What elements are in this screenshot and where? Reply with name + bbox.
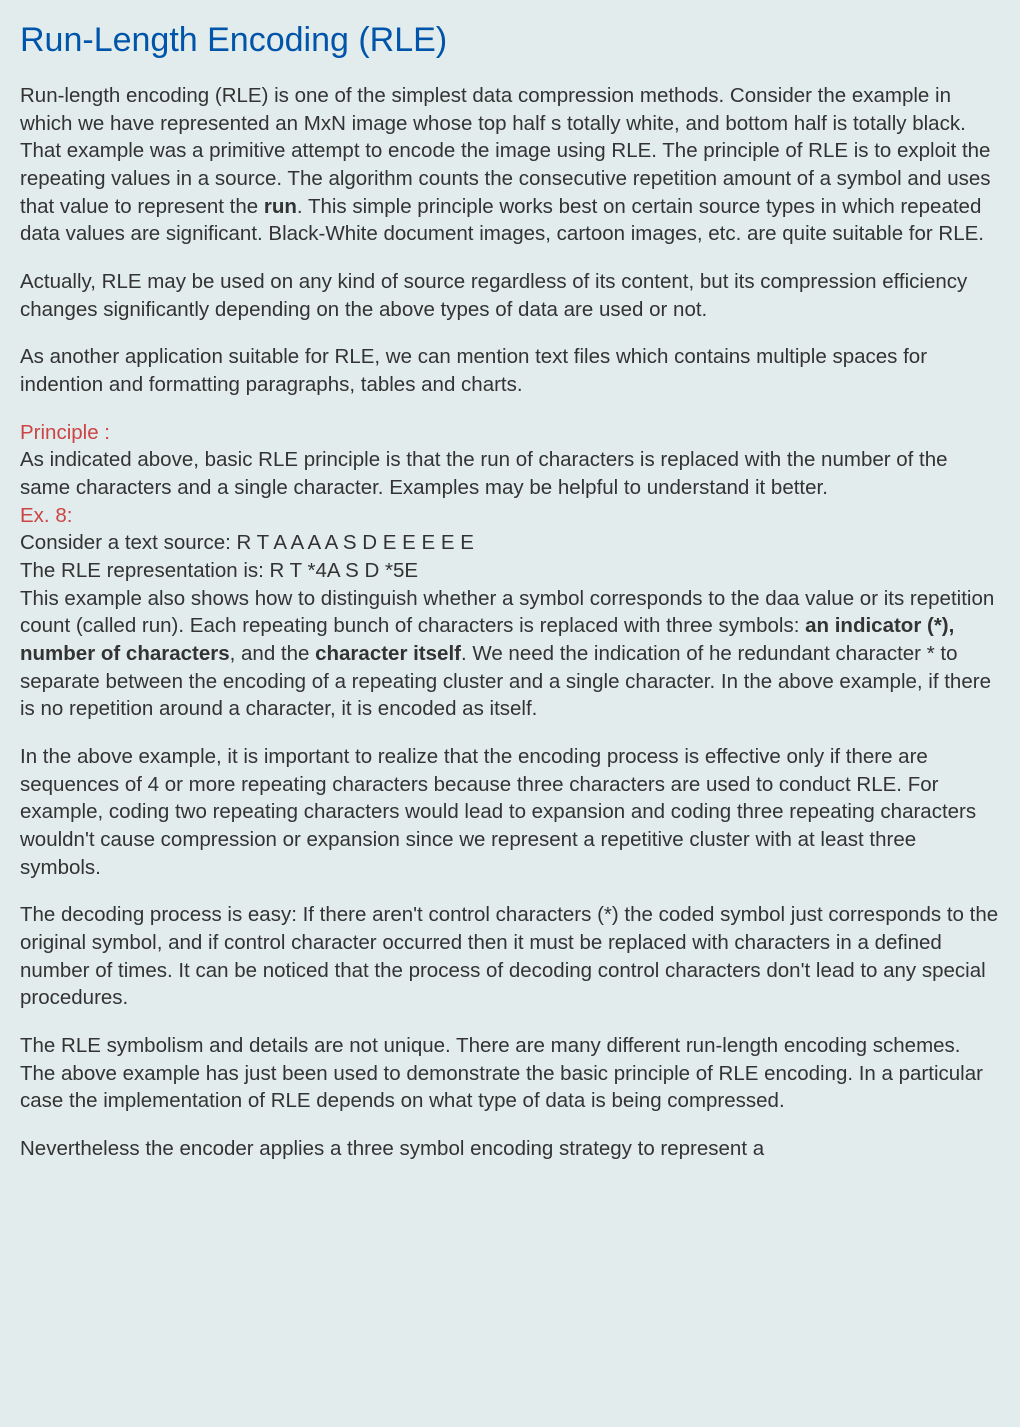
text: , and the [230,642,315,665]
bold-char-itself: character itself [315,642,461,665]
paragraph-3: As another application suitable for RLE,… [20,343,1000,398]
paragraph-4: In the above example, it is important to… [20,743,1000,881]
page-title: Run-Length Encoding (RLE) [20,18,1000,64]
principle-label: Principle : [20,421,110,444]
example-source: Consider a text source: R T A A A A S D … [20,531,474,554]
paragraph-6: The RLE symbolism and details are not un… [20,1032,1000,1115]
example-block: Ex. 8: Consider a text source: R T A A A… [20,502,1000,723]
paragraph-2: Actually, RLE may be used on any kind of… [20,268,1000,323]
paragraph-7: Nevertheless the encoder applies a three… [20,1135,1000,1163]
principle-block: Principle : As indicated above, basic RL… [20,419,1000,502]
paragraph-intro: Run-length encoding (RLE) is one of the … [20,82,1000,248]
example-encoded: The RLE representation is: R T *4A S D *… [20,559,418,582]
principle-text: As indicated above, basic RLE principle … [20,448,948,499]
bold-run: run [264,195,297,218]
paragraph-5: The decoding process is easy: If there a… [20,901,1000,1012]
example-label: Ex. 8: [20,504,72,527]
